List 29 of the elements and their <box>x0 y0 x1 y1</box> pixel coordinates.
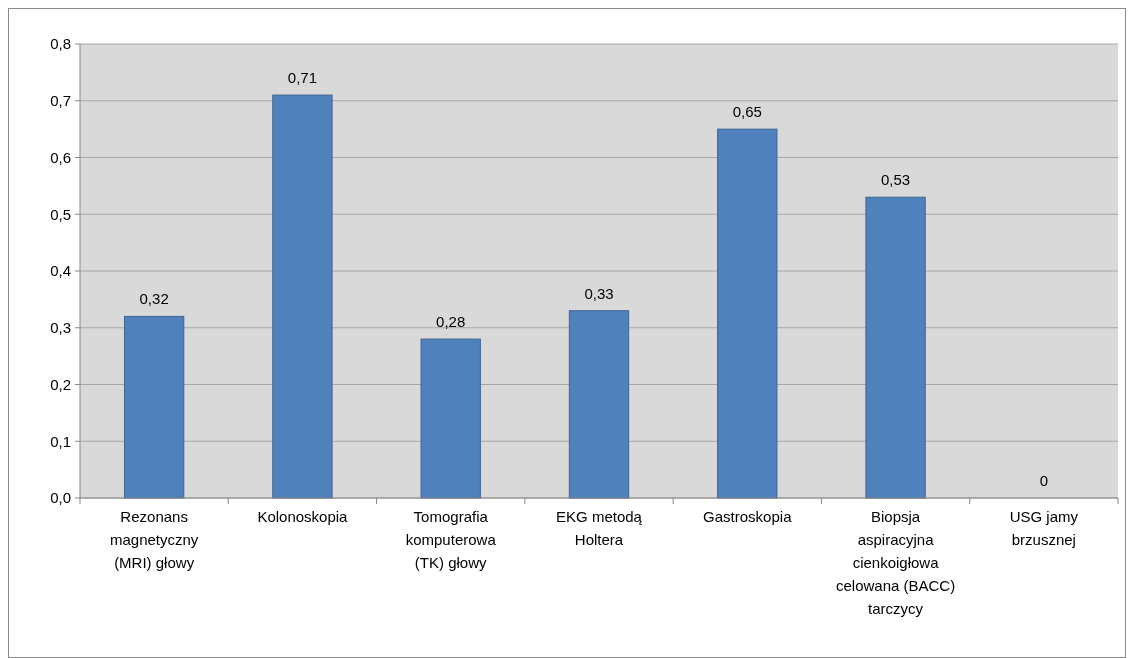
y-tick-label: 0,2 <box>50 375 71 393</box>
data-label: 0,28 <box>436 313 466 331</box>
y-tick-label: 0,0 <box>50 489 71 507</box>
bar <box>568 310 630 499</box>
data-label: 0,53 <box>880 171 911 189</box>
bar <box>717 128 778 499</box>
y-tick-label: 0,3 <box>50 319 71 336</box>
data-label: 0,33 <box>584 284 614 302</box>
x-tick-label: USG jamy brzusznej <box>1009 508 1079 548</box>
data-label: 0,65 <box>732 103 762 121</box>
bar <box>865 196 926 499</box>
x-tick-label: EKG metodą Holtera <box>556 508 643 548</box>
bar <box>272 94 333 499</box>
data-label: 0 <box>1039 472 1049 489</box>
data-label: 0,71 <box>287 69 318 87</box>
bar <box>123 315 185 499</box>
y-tick-label: 0,7 <box>50 92 71 109</box>
y-tick-label: 0,6 <box>50 148 71 166</box>
x-tick-label: Biopsja aspiracyjna cienkoigłowa celowana (BACC) tarczycy <box>835 508 956 617</box>
data-label: 0,32 <box>139 290 169 308</box>
x-tick-label: Rezonans magnetyczny (MRI) głowy <box>109 508 199 571</box>
x-tick-label: Gastroskopia <box>703 508 793 525</box>
y-tick-label: 0,8 <box>50 35 71 53</box>
y-tick-label: 0,1 <box>50 432 71 450</box>
y-tick-label: 0,4 <box>50 262 71 280</box>
y-tick-label: 0,5 <box>50 205 71 223</box>
bar <box>420 338 481 499</box>
x-tick-label: Tomografia komputerowa (TK) głowy <box>405 508 497 571</box>
x-tick-label: Kolonoskopia <box>257 508 349 525</box>
